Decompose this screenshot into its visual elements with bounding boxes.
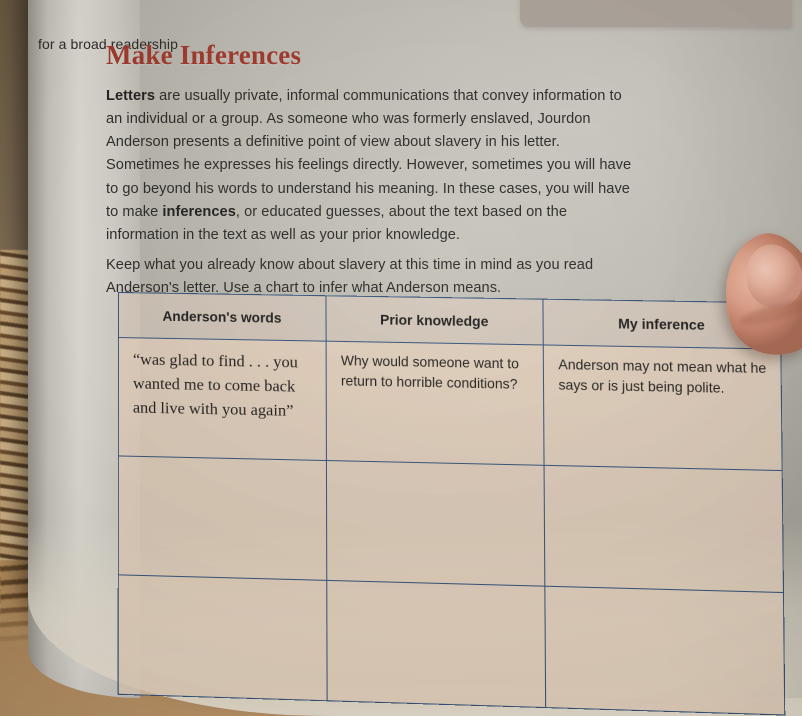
cell-my-inference-3[interactable] [544,586,785,716]
inference-chart-wrapper: Anderson's words Prior knowledge My infe… [118,292,785,716]
table-row: “was glad to find . . . you wanted me to… [118,337,783,471]
table-row [118,574,785,716]
cell-andersons-words-1[interactable]: “was glad to find . . . you wanted me to… [118,337,327,461]
column-header-prior-knowledge: Prior knowledge [325,295,544,345]
paragraph-1-body: are usually private, informal communicat… [106,87,632,221]
column-header-my-inference: My inference [542,299,781,350]
cell-my-inference-1[interactable]: Anderson may not mean what he says or is… [543,344,783,471]
cell-prior-knowledge-2[interactable] [326,460,545,587]
page-title: Make Inferences [106,40,302,71]
body-paragraph-1: Letters are usually private, informal co… [106,85,636,248]
paragraph-1-tail: , or educated guesses, about the text ba… [106,204,567,244]
body-paragraph-2: Keep what you already know about slavery… [106,256,594,296]
cell-andersons-words-3[interactable] [118,574,328,701]
cell-prior-knowledge-1[interactable]: Why would someone want to return to horr… [326,341,545,466]
term-letters: Letters [106,87,156,104]
term-inferences: inferences [162,204,236,221]
table-row [118,455,784,593]
inference-chart: Anderson's words Prior knowledge My infe… [118,292,786,716]
callout-box [520,0,792,27]
cell-andersons-words-2[interactable] [118,455,327,581]
callout-text: for a broad readership [38,36,178,52]
cell-prior-knowledge-3[interactable] [326,580,546,708]
cell-my-inference-2[interactable] [544,465,784,593]
column-header-andersons-words: Anderson's words [118,292,327,342]
